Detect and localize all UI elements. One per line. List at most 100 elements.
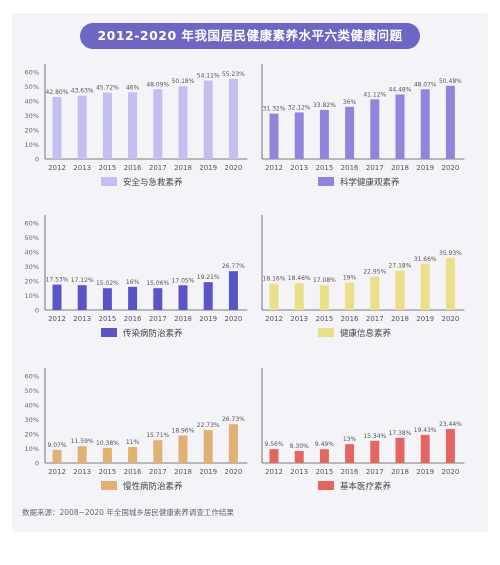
y-tick-label: 60% [25,373,39,381]
data-label: 23.44% [439,421,462,428]
chart-panel [12,13,488,532]
bar [269,449,279,463]
x-tick-label: 2017 [366,164,384,172]
bar [178,435,188,463]
y-tick-label: 50% [25,387,39,395]
data-label: 45.72% [96,85,119,92]
bar [128,447,138,463]
bar [52,449,62,463]
x-tick-label: 2016 [341,164,359,172]
bar [178,285,188,310]
x-tick-label: 2018 [391,468,409,476]
bar [153,288,163,310]
x-tick-label: 2019 [199,468,217,476]
page-title: 2012-2020 年我国居民健康素养水平六类健康问题 [97,28,403,43]
bar [319,109,329,159]
bar [153,89,163,159]
bar [420,89,430,159]
data-label: 10.38% [96,440,119,447]
bar [420,434,430,463]
bar [77,285,87,310]
y-tick-label: 40% [25,249,39,257]
bar [52,96,62,159]
x-tick-label: 2015 [315,315,333,323]
bar [102,92,112,159]
y-tick-label: 50% [25,234,39,242]
data-label: 9.49% [315,441,334,448]
data-label: 18.16% [263,276,286,283]
data-label: 8.30% [290,443,309,450]
data-label: 26.73% [222,416,245,423]
data-label: 46% [126,84,140,91]
data-label: 22.95% [363,269,386,276]
legend-swatch [101,177,117,186]
legend-label: 慢性病防治素养 [123,481,183,492]
legend-swatch [318,481,334,490]
bar [269,283,279,310]
bar [269,113,279,159]
y-tick-label: 60% [25,220,39,228]
y-tick-label: 10% [25,445,39,453]
x-tick-label: 2017 [149,164,167,172]
data-label: 54.11% [197,73,220,80]
data-label: 50.48% [439,78,462,85]
x-tick-label: 2013 [73,468,91,476]
data-label: 9.56% [264,441,283,448]
y-tick-label: 30% [25,416,39,424]
y-tick-label: 50% [25,83,39,91]
x-tick-label: 2012 [265,315,283,323]
x-tick-label: 2020 [441,164,459,172]
bar [228,271,238,310]
data-label: 31.66% [414,256,437,263]
x-tick-label: 2015 [98,164,116,172]
data-label: 17.05% [172,277,195,284]
x-tick-label: 2013 [290,468,308,476]
bar [102,288,112,310]
x-tick-label: 2012 [265,164,283,172]
x-tick-label: 2016 [341,315,359,323]
x-tick-label: 2020 [441,468,459,476]
x-tick-label: 2012 [48,468,66,476]
bar [420,264,430,310]
x-tick-label: 2018 [391,164,409,172]
bar [345,106,355,159]
bar [77,446,87,463]
x-tick-label: 2015 [315,164,333,172]
x-tick-label: 2013 [290,164,308,172]
x-tick-label: 2019 [416,315,434,323]
x-tick-label: 2017 [366,468,384,476]
bar [294,450,304,463]
x-tick-label: 2013 [73,164,91,172]
x-tick-label: 2017 [149,468,167,476]
data-label: 48.09% [146,81,169,88]
data-label: 27.18% [389,263,412,270]
data-label: 48.07% [414,81,437,88]
data-label: 17.38% [389,430,412,437]
bar [228,424,238,463]
x-tick-label: 2019 [199,164,217,172]
y-tick-label: 40% [25,98,39,106]
y-tick-label: 0 [35,307,39,315]
x-tick-label: 2015 [315,468,333,476]
data-label: 50.18% [172,78,195,85]
y-tick-label: 30% [25,112,39,120]
data-label: 42.80% [46,89,69,96]
data-label: 17.08% [313,277,336,284]
y-tick-label: 10% [25,141,39,149]
x-tick-label: 2020 [224,164,242,172]
data-label: 9.07% [47,442,66,449]
data-label: 31.32% [263,106,286,113]
data-label: 22.73% [197,422,220,429]
bar [128,92,138,159]
bar [128,286,138,310]
y-tick-label: 0 [35,460,39,468]
y-tick-label: 10% [25,292,39,300]
y-tick-label: 20% [25,431,39,439]
x-tick-label: 2012 [48,315,66,323]
legend-label: 健康信息素养 [340,328,392,339]
bar [203,430,213,463]
x-tick-label: 2018 [174,164,192,172]
legend-label: 安全与急救素养 [123,177,183,188]
bar [294,112,304,159]
